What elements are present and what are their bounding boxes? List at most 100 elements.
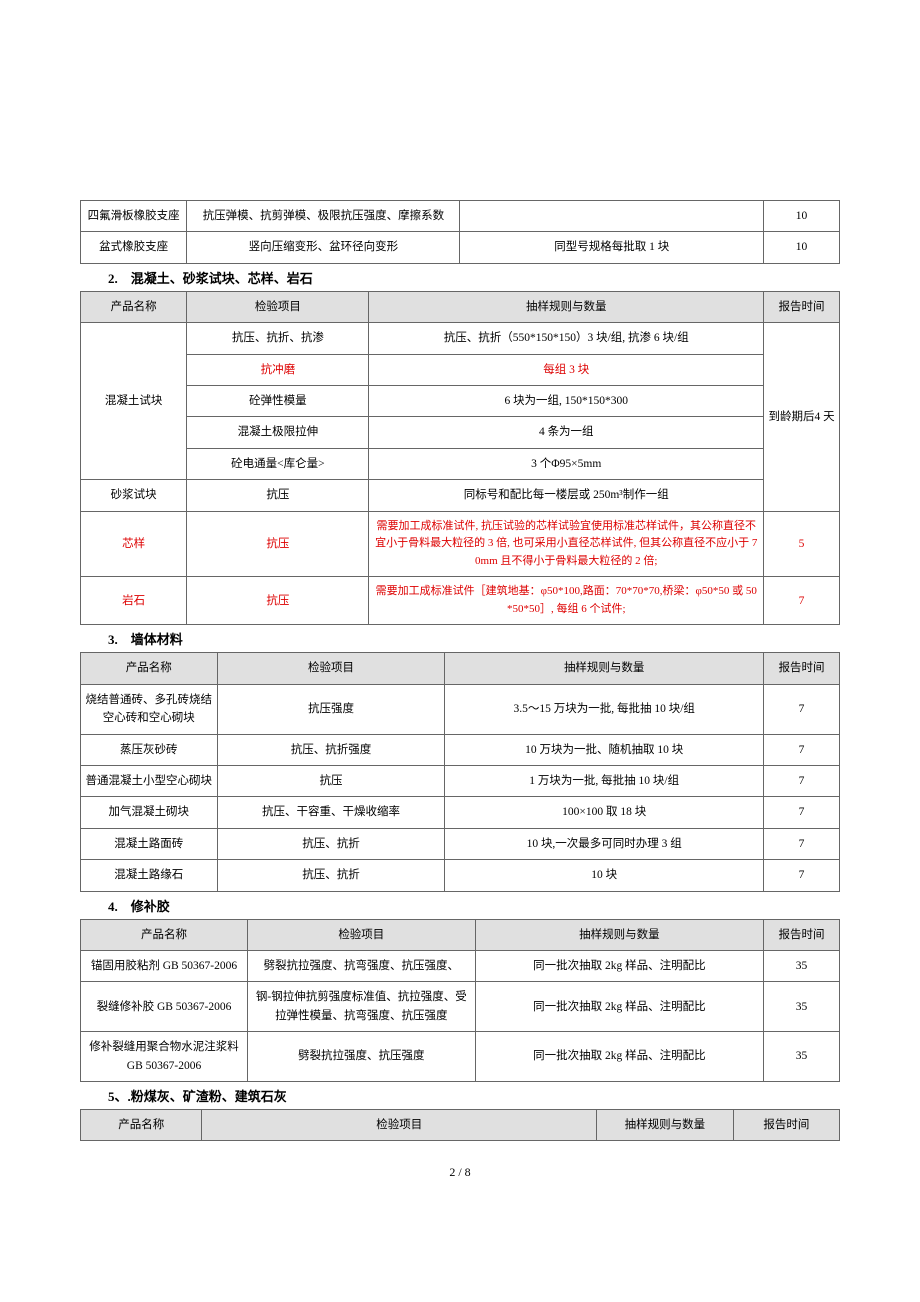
- table-row: 混凝土路缘石抗压、抗折10 块7: [81, 860, 840, 891]
- cell-item: 抗压弹模、抗剪弹模、极限抗压强度、摩擦系数: [187, 201, 460, 232]
- cell-name: 烧结普通砖、多孔砖烧结空心砖和空心砌块: [81, 684, 218, 734]
- col-name: 产品名称: [81, 653, 218, 684]
- cell-time: 到龄期后4 天: [764, 323, 840, 511]
- cell-time: 35: [764, 951, 840, 982]
- col-item: 检验项目: [187, 291, 369, 322]
- cell-item: 砼电通量<库仑量>: [187, 448, 369, 479]
- cell-rule: 同标号和配比每一楼层或 250m³制作一组: [369, 480, 764, 511]
- cell-name: 混凝土路缘石: [81, 860, 218, 891]
- cell-time: 10: [764, 232, 840, 263]
- cell-rule: 同一批次抽取 2kg 样品、注明配比: [475, 951, 763, 982]
- col-name: 产品名称: [81, 1109, 202, 1140]
- cell-rule: 3 个Φ95×5mm: [369, 448, 764, 479]
- cell-item: 砼弹性模量: [187, 385, 369, 416]
- cell-rule: 抗压、抗折（550*150*150）3 块/组, 抗渗 6 块/组: [369, 323, 764, 354]
- cell-item: 抗压、抗折: [217, 860, 445, 891]
- cell-time: 10: [764, 201, 840, 232]
- cell-item: 抗冲磨: [187, 354, 369, 385]
- cell-item: 抗压: [187, 511, 369, 577]
- cell-rule: 10 块,一次最多可同时办理 3 组: [445, 828, 764, 859]
- table-row: 抗冲磨 每组 3 块: [81, 354, 840, 385]
- cell-item: 竖向压缩变形、盆环径向变形: [187, 232, 460, 263]
- cell-time: 7: [764, 684, 840, 734]
- table-row: 砼弹性模量 6 块为一组, 150*150*300: [81, 385, 840, 416]
- col-name: 产品名称: [81, 291, 187, 322]
- table-concrete: 产品名称 检验项目 抽样规则与数量 报告时间 混凝土试块 抗压、抗折、抗渗 抗压…: [80, 291, 840, 626]
- cell-name: 芯样: [81, 511, 187, 577]
- cell-rule: 1 万块为一批, 每批抽 10 块/组: [445, 766, 764, 797]
- table-row: 烧结普通砖、多孔砖烧结空心砖和空心砌块抗压强度3.5～15 万块为一批, 每批抽…: [81, 684, 840, 734]
- col-item: 检验项目: [247, 919, 475, 950]
- cell-name: 混凝土路面砖: [81, 828, 218, 859]
- cell-time: 7: [764, 828, 840, 859]
- col-time: 报告时间: [733, 1109, 839, 1140]
- section-title-4: 4. 修补胶: [80, 892, 840, 919]
- cell-name: 四氟滑板橡胶支座: [81, 201, 187, 232]
- table-row: 混凝土试块 抗压、抗折、抗渗 抗压、抗折（550*150*150）3 块/组, …: [81, 323, 840, 354]
- section-title-3: 3. 墙体材料: [80, 625, 840, 652]
- table-row: 普通混凝土小型空心砌块抗压1 万块为一批, 每批抽 10 块/组7: [81, 766, 840, 797]
- cell-name: 蒸压灰砂砖: [81, 734, 218, 765]
- cell-item: 抗压、抗折: [217, 828, 445, 859]
- table-row: 蒸压灰砂砖抗压、抗折强度10 万块为一批、随机抽取 10 块7: [81, 734, 840, 765]
- cell-time: 7: [764, 797, 840, 828]
- cell-name: 盆式橡胶支座: [81, 232, 187, 263]
- table-row: 砼电通量<库仑量> 3 个Φ95×5mm: [81, 448, 840, 479]
- cell-item: 混凝土极限拉伸: [187, 417, 369, 448]
- cell-rule: 10 块: [445, 860, 764, 891]
- cell-item: 劈裂抗拉强度、抗压强度: [247, 1032, 475, 1082]
- cell-item: 钢-钢拉伸抗剪强度标准值、抗拉强度、受拉弹性模量、抗弯强度、抗压强度: [247, 982, 475, 1032]
- col-item: 检验项目: [202, 1109, 597, 1140]
- cell-time: 7: [764, 766, 840, 797]
- table-glue: 产品名称 检验项目 抽样规则与数量 报告时间 锚固用胶粘剂 GB 50367-2…: [80, 919, 840, 1082]
- col-time: 报告时间: [764, 919, 840, 950]
- table-header-row: 产品名称 检验项目 抽样规则与数量 报告时间: [81, 653, 840, 684]
- cell-name: 普通混凝土小型空心砌块: [81, 766, 218, 797]
- col-rule: 抽样规则与数量: [369, 291, 764, 322]
- table-row: 芯样 抗压 需要加工成标准试件, 抗压试验的芯样试验宜使用标准芯样试件，其公称直…: [81, 511, 840, 577]
- col-item: 检验项目: [217, 653, 445, 684]
- cell-item: 抗压强度: [217, 684, 445, 734]
- cell-name: 加气混凝土砌块: [81, 797, 218, 828]
- cell-time: 7: [764, 734, 840, 765]
- table-support: 四氟滑板橡胶支座 抗压弹模、抗剪弹模、极限抗压强度、摩擦系数 10 盆式橡胶支座…: [80, 200, 840, 264]
- col-rule: 抽样规则与数量: [597, 1109, 734, 1140]
- cell-rule: 同一批次抽取 2kg 样品、注明配比: [475, 982, 763, 1032]
- cell-rule: 同一批次抽取 2kg 样品、注明配比: [475, 1032, 763, 1082]
- cell-rule: 同型号规格每批取 1 块: [460, 232, 764, 263]
- cell-item: 抗压: [217, 766, 445, 797]
- cell-rule: 10 万块为一批、随机抽取 10 块: [445, 734, 764, 765]
- cell-name: 岩石: [81, 577, 187, 625]
- cell-item: 劈裂抗拉强度、抗弯强度、抗压强度、: [247, 951, 475, 982]
- cell-item: 抗压: [187, 480, 369, 511]
- cell-item: 抗压: [187, 577, 369, 625]
- cell-item: 抗压、干容重、干燥收缩率: [217, 797, 445, 828]
- section-title-5: 5、.粉煤灰、矿渣粉、建筑石灰: [80, 1082, 840, 1109]
- cell-time: 35: [764, 1032, 840, 1082]
- col-name: 产品名称: [81, 919, 248, 950]
- cell-rule: 需要加工成标准试件［建筑地基：φ50*100,路面：70*70*70,桥梁：φ5…: [369, 577, 764, 625]
- cell-time: 7: [764, 577, 840, 625]
- table-row: 锚固用胶粘剂 GB 50367-2006劈裂抗拉强度、抗弯强度、抗压强度、同一批…: [81, 951, 840, 982]
- cell-item: 抗压、抗折、抗渗: [187, 323, 369, 354]
- col-rule: 抽样规则与数量: [445, 653, 764, 684]
- table-row: 盆式橡胶支座 竖向压缩变形、盆环径向变形 同型号规格每批取 1 块 10: [81, 232, 840, 263]
- page-footer: 2 / 8: [80, 1165, 840, 1180]
- cell-time: 7: [764, 860, 840, 891]
- cell-name: 裂缝修补胶 GB 50367-2006: [81, 982, 248, 1032]
- cell-rule: 需要加工成标准试件, 抗压试验的芯样试验宜使用标准芯样试件，其公称直径不宜小于骨…: [369, 511, 764, 577]
- table-row: 砂浆试块 抗压 同标号和配比每一楼层或 250m³制作一组: [81, 480, 840, 511]
- section-title-2: 2. 混凝土、砂浆试块、芯样、岩石: [80, 264, 840, 291]
- table-row: 裂缝修补胶 GB 50367-2006钢-钢拉伸抗剪强度标准值、抗拉强度、受拉弹…: [81, 982, 840, 1032]
- cell-time: 35: [764, 982, 840, 1032]
- cell-time: 5: [764, 511, 840, 577]
- table-header-row: 产品名称 检验项目 抽样规则与数量 报告时间: [81, 291, 840, 322]
- table-header-row: 产品名称 检验项目 抽样规则与数量 报告时间: [81, 1109, 840, 1140]
- table-row: 四氟滑板橡胶支座 抗压弹模、抗剪弹模、极限抗压强度、摩擦系数 10: [81, 201, 840, 232]
- cell-rule: 3.5～15 万块为一批, 每批抽 10 块/组: [445, 684, 764, 734]
- cell-rule: 4 条为一组: [369, 417, 764, 448]
- table-row: 混凝土路面砖抗压、抗折10 块,一次最多可同时办理 3 组7: [81, 828, 840, 859]
- cell-rule: 100×100 取 18 块: [445, 797, 764, 828]
- cell-name: 砂浆试块: [81, 480, 187, 511]
- col-time: 报告时间: [764, 653, 840, 684]
